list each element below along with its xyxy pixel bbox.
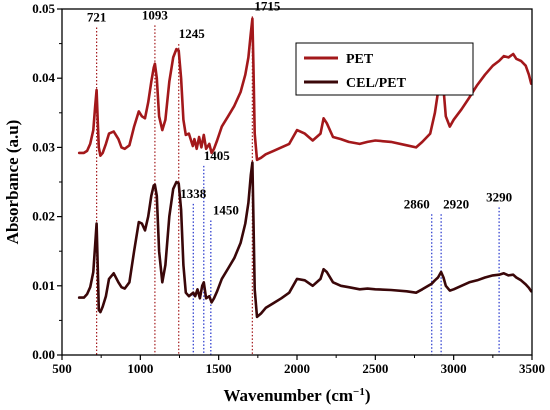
x-axis-title: Wavenumber (cm−1) bbox=[224, 386, 371, 405]
y-tick-label-0.03: 0.03 bbox=[32, 139, 55, 154]
y-tick-label-0.04: 0.04 bbox=[32, 70, 55, 85]
annotation-label-2860: 2860 bbox=[404, 196, 430, 211]
series-line-cel-pet bbox=[77, 161, 533, 319]
x-tick-label-500: 500 bbox=[52, 361, 72, 376]
x-tick-label-1000: 1000 bbox=[127, 361, 153, 376]
annotation-label-1093: 1093 bbox=[142, 7, 169, 22]
x-axis: 500 1000 1500 2000 2500 3000 3500 bbox=[52, 355, 545, 376]
annotation-label-1715: 1715 bbox=[254, 0, 281, 13]
annotation-label-1450: 1450 bbox=[213, 203, 239, 218]
y-tick-label-0.01: 0.01 bbox=[32, 278, 55, 293]
x-tick-label-3500: 3500 bbox=[519, 361, 545, 376]
legend-label-cel-pet: CEL/PET bbox=[346, 76, 407, 91]
x-tick-label-2000: 2000 bbox=[284, 361, 310, 376]
y-axis-title: Absorbance (a.u) bbox=[3, 120, 22, 245]
y-tick-label-0.02: 0.02 bbox=[32, 209, 55, 224]
legend-label-pet: PET bbox=[346, 52, 374, 67]
y-tick-label-0.05: 0.05 bbox=[32, 1, 55, 16]
legend-box bbox=[295, 42, 474, 96]
annotation-label-721: 721 bbox=[87, 9, 107, 24]
y-axis: 0.00 0.01 0.02 0.03 0.04 0.05 bbox=[32, 1, 62, 362]
annotation-label-1405: 1405 bbox=[204, 148, 231, 163]
annotation-label-2920: 2920 bbox=[443, 196, 469, 211]
annotation-label-1338: 1338 bbox=[180, 186, 207, 201]
annotation-label-3290: 3290 bbox=[486, 189, 512, 204]
legend: PET CEL/PET bbox=[295, 42, 474, 96]
annotation-labels: 721 1093 1245 1715 1338 1405 1450 2860 2920 3290 bbox=[87, 0, 512, 218]
y-tick-label-0.00: 0.00 bbox=[32, 347, 55, 362]
x-tick-label-3000: 3000 bbox=[441, 361, 467, 376]
annotation-label-1245: 1245 bbox=[179, 26, 206, 41]
x-tick-label-2500: 2500 bbox=[362, 361, 388, 376]
x-tick-label-1500: 1500 bbox=[206, 361, 232, 376]
